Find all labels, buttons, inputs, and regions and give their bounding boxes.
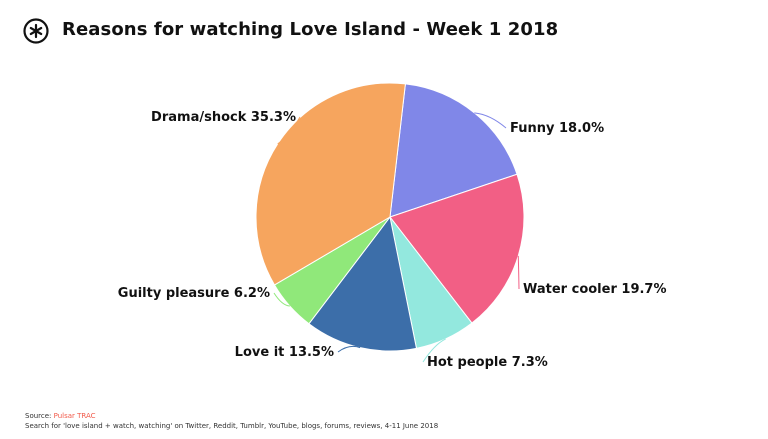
leader-line-drama-shock (277, 116, 301, 145)
source-name: Pulsar TRAC (53, 412, 96, 420)
footer: Source: Pulsar TRAC Search for 'love isl… (25, 411, 438, 431)
leader-line-guilty-pleasure (273, 292, 290, 307)
source-line: Source: Pulsar TRAC (25, 411, 438, 421)
slice-label-drama-shock: Drama/shock 35.3% (151, 110, 296, 125)
slice-label-hot-people: Hot people 7.3% (427, 355, 548, 370)
slice-label-water-cooler: Water cooler 19.7% (523, 282, 667, 297)
leader-line-hot-people (422, 338, 446, 363)
search-note: Search for 'love island + watch, watchin… (25, 422, 439, 430)
chart-title: Reasons for watching Love Island - Week … (62, 19, 559, 40)
leader-line-water-cooler (517, 255, 520, 290)
slice-label-love-it: Love it 13.5% (235, 345, 334, 360)
leader-line-love-it (337, 345, 361, 353)
slice-label-funny: Funny 18.0% (510, 121, 604, 136)
pie-slice-love-it (308, 215, 418, 352)
source-label: Source: (25, 412, 52, 420)
asterisk-circle-icon (23, 18, 49, 44)
slice-label-guilty-pleasure: Guilty pleasure 6.2% (118, 286, 270, 301)
leader-line-funny (474, 112, 507, 129)
